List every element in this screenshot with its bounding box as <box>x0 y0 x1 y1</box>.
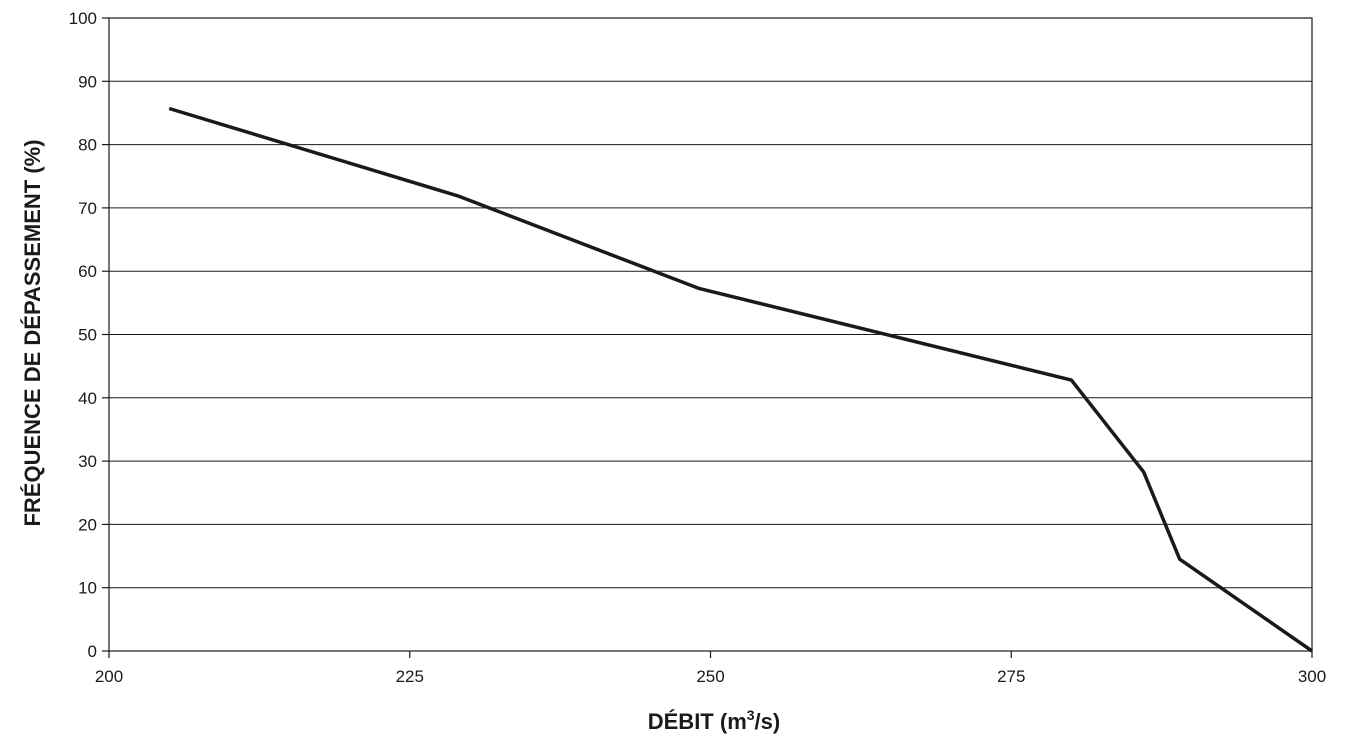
axes <box>102 17 1313 658</box>
y-tick-label: 30 <box>78 452 97 471</box>
y-tick-label: 0 <box>88 642 97 661</box>
x-tick-label: 225 <box>396 667 424 686</box>
y-tick-label: 50 <box>78 326 97 345</box>
x-axis-title-tail: /s) <box>755 709 781 734</box>
y-tick-label: 20 <box>78 515 97 534</box>
y-tick-label: 80 <box>78 136 97 155</box>
y-tick-label: 60 <box>78 262 97 281</box>
y-tick-labels: 0 10 20 30 40 50 60 70 80 90 100 <box>69 9 97 661</box>
series-group <box>168 106 1313 653</box>
series-line-0 <box>168 106 1313 653</box>
y-tick-label: 10 <box>78 579 97 598</box>
y-axis-title: FRÉQUENCE DE DÉPASSEMENT (%) <box>20 139 45 526</box>
y-tick-label: 70 <box>78 199 97 218</box>
x-tick-label: 275 <box>997 667 1025 686</box>
x-tick-label: 300 <box>1298 667 1326 686</box>
x-tick-labels: 200 225 250 275 300 <box>95 667 1326 686</box>
x-axis-title-superscript: 3 <box>747 707 755 723</box>
x-tick-label: 250 <box>696 667 724 686</box>
x-axis-title: DÉBIT (m3/s) <box>648 707 780 734</box>
grid-lines <box>109 80 1312 589</box>
y-tick-label: 100 <box>69 9 97 28</box>
y-tick-label: 40 <box>78 389 97 408</box>
x-axis-title-main: DÉBIT (m <box>648 709 747 734</box>
y-tick-label: 90 <box>78 72 97 91</box>
x-tick-label: 200 <box>95 667 123 686</box>
